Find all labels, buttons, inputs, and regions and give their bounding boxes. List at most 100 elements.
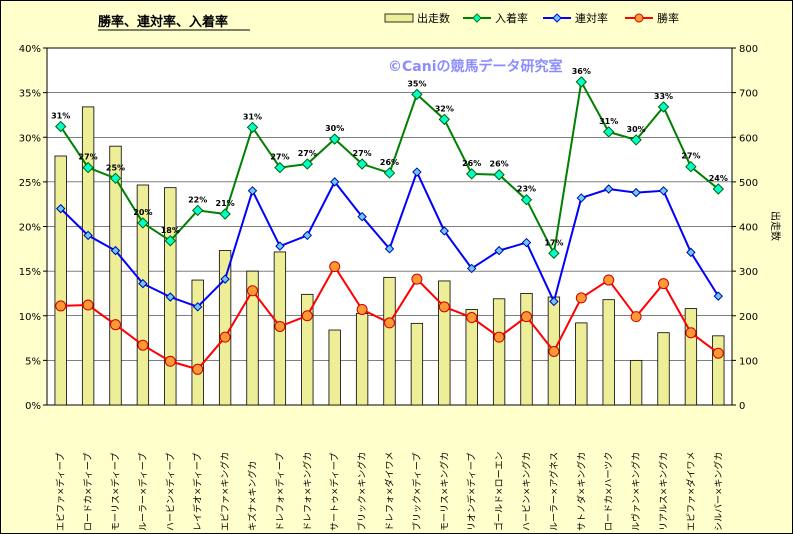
- category-label-9: ドレフォ×キングカ: [301, 452, 313, 531]
- data-label-19: 36%: [572, 67, 591, 76]
- point-連対率-22: [658, 186, 669, 196]
- bar-19: [575, 322, 588, 406]
- point-連対率-0: [55, 203, 66, 214]
- point-入着率-8: [274, 161, 286, 174]
- data-label-13: 35%: [407, 79, 426, 88]
- point-連対率-17: [521, 237, 532, 248]
- left-axis-tick-label: 35%: [19, 89, 41, 100]
- point-入着率-14: [438, 113, 451, 126]
- left-axis-tick-label: 25%: [19, 178, 41, 189]
- right-axis-title: 出走数: [769, 211, 782, 241]
- point-入着率-10: [328, 133, 341, 145]
- category-label-13: ブリック×ディープ: [411, 453, 423, 531]
- data-label-22: 33%: [654, 92, 673, 101]
- point-勝率-17: [521, 311, 532, 323]
- data-label-14: 32%: [435, 104, 454, 113]
- point-勝率-13: [411, 273, 423, 285]
- point-勝率-1: [82, 299, 94, 311]
- right-axis-tick-label: 400: [739, 223, 758, 234]
- right-axis-tick-label: 0: [739, 401, 745, 412]
- bar-1: [81, 106, 95, 406]
- point-入着率-0: [54, 120, 67, 133]
- left-axis-tick-label: 10%: [19, 312, 41, 323]
- bar-17: [520, 293, 533, 406]
- category-label-6: エピファ×キングカ: [219, 452, 231, 531]
- category-label-7: キズナ×キングカ: [247, 461, 259, 531]
- bar-16: [492, 298, 506, 406]
- point-勝率-6: [219, 331, 231, 343]
- data-label-4: 18%: [161, 226, 180, 235]
- left-axis-tick-label: 15%: [19, 267, 41, 278]
- left-axis-tick-label: 20%: [19, 223, 41, 234]
- point-連対率-7: [247, 186, 258, 196]
- point-勝率-3: [137, 339, 149, 351]
- bar-9: [301, 293, 314, 406]
- point-連対率-23: [686, 247, 696, 258]
- legend-marker-1: [472, 13, 482, 23]
- left-axis-tick-label: 40%: [19, 44, 41, 55]
- point-連対率-9: [302, 230, 313, 241]
- data-label-16: 26%: [490, 160, 509, 169]
- legend-marker-3: [634, 13, 644, 23]
- point-連対率-10: [329, 177, 340, 187]
- point-連対率-14: [439, 226, 450, 236]
- point-入着率-22: [657, 101, 670, 113]
- point-勝率-7: [247, 285, 258, 297]
- data-label-9: 27%: [298, 149, 317, 158]
- point-連対率-15: [466, 263, 477, 274]
- watermark: ©Caniの競馬データ研究室: [388, 58, 563, 75]
- category-label-23: エピファ×ダイワメ: [685, 451, 697, 531]
- point-連対率-16: [494, 245, 504, 256]
- bar-6: [218, 250, 232, 406]
- point-連対率-13: [412, 167, 422, 177]
- point-入着率-24: [712, 183, 725, 195]
- point-勝率-12: [384, 317, 395, 329]
- data-label-17: 23%: [517, 185, 536, 194]
- left-axis-tick-label: 30%: [19, 133, 41, 144]
- point-入着率-16: [493, 169, 505, 181]
- point-勝率-22: [658, 278, 669, 290]
- point-入着率-12: [383, 167, 396, 179]
- bar-14: [438, 280, 451, 406]
- data-label-18: 17%: [544, 238, 563, 247]
- point-勝率-0: [55, 300, 67, 312]
- category-label-22: リアルス×キングカ: [658, 452, 670, 531]
- bar-21: [629, 359, 643, 406]
- chart-title: 勝率、連対率、入着率: [98, 14, 228, 30]
- category-label-10: サートゥ×ディープ: [329, 453, 341, 531]
- legend-label-1: 入着率: [495, 11, 528, 25]
- point-連対率-2: [110, 245, 121, 256]
- category-label-14: モーリス×キングカ: [438, 452, 450, 531]
- legend-marker-2: [552, 13, 562, 23]
- bar-12: [383, 276, 396, 406]
- data-label-1: 27%: [79, 153, 98, 162]
- bar-13: [410, 322, 424, 406]
- data-label-0: 31%: [51, 112, 70, 121]
- category-label-21: ルヴァン×キングカ: [630, 452, 642, 531]
- point-入着率-1: [82, 161, 94, 174]
- point-入着率-7: [246, 121, 259, 134]
- point-勝率-4: [164, 355, 176, 367]
- point-勝率-9: [301, 310, 313, 322]
- bar-23: [684, 308, 698, 406]
- bar-2: [109, 145, 122, 406]
- point-勝率-8: [274, 320, 286, 332]
- data-label-6: 21%: [216, 199, 235, 208]
- category-label-18: ルーラー×アグネス: [548, 452, 560, 531]
- point-勝率-11: [356, 304, 368, 316]
- point-連対率-6: [220, 274, 230, 284]
- right-axis-tick-label: 700: [739, 89, 758, 100]
- category-label-1: ロードカ×ディープ: [82, 453, 94, 531]
- point-連対率-5: [192, 302, 203, 312]
- point-入着率-3: [137, 217, 149, 229]
- bar-0: [54, 155, 67, 406]
- point-勝率-2: [110, 319, 121, 331]
- point-入着率-17: [520, 194, 533, 206]
- data-label-5: 22%: [188, 195, 207, 204]
- point-連対率-8: [275, 241, 285, 251]
- right-axis-tick-label: 200: [739, 312, 758, 323]
- data-label-10: 30%: [325, 124, 344, 133]
- legend-swatch-0: [384, 13, 414, 23]
- point-入着率-4: [164, 235, 177, 247]
- point-入着率-19: [575, 76, 588, 88]
